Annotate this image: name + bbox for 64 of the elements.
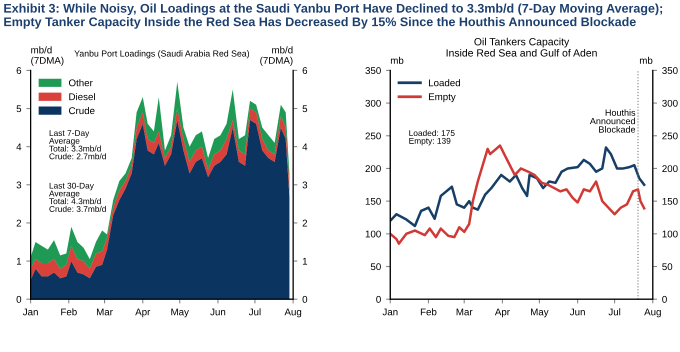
y2-tick-label: 1 bbox=[302, 258, 308, 265]
y2-tick-label: 200 bbox=[662, 165, 678, 172]
x-tick-label: Jun bbox=[210, 308, 226, 316]
y-tick-label: 300 bbox=[365, 100, 381, 107]
x-tick-label: Jun bbox=[570, 308, 585, 316]
y2-axis-title: mb bbox=[640, 56, 652, 64]
y-tick-label: 3 bbox=[16, 182, 22, 188]
y2-tick-label: 5 bbox=[302, 105, 308, 112]
y-tick-label: 250 bbox=[366, 132, 381, 140]
x-tick-label: Aug bbox=[644, 308, 661, 318]
chart-subtitle: Yanbu Port Loadings (Saudi Arabia Red Sea) bbox=[74, 50, 250, 58]
y2-tick-label: 3 bbox=[302, 182, 308, 188]
ref-line-label: Houthis Announced Blockade bbox=[590, 109, 636, 133]
y-tick-label: 350 bbox=[365, 67, 381, 74]
x-tick-label: Jul bbox=[248, 308, 260, 316]
annotation: Loaded: 175 Empty: 139 bbox=[409, 130, 455, 146]
legend-label: Empty bbox=[428, 93, 456, 102]
y2-tick-label: 100 bbox=[662, 230, 678, 238]
y-axis-title: mb/d (7DMA) bbox=[31, 46, 64, 66]
y-tick-label: 4 bbox=[16, 144, 22, 150]
y-tick-label: 2 bbox=[16, 220, 22, 226]
y2-tick-label: 50 bbox=[662, 263, 672, 270]
x-tick-label: Aug bbox=[284, 308, 302, 318]
y-tick-label: 200 bbox=[366, 165, 381, 172]
line-series bbox=[390, 146, 646, 228]
text: Exhibit 3: While Noisy, Oil Loadings at the Saudi Yanbu Port Have Declined to 3.3mb/d (7-Day Moving Average); Empty Tanker Capacity Inside the Red Sea Has Decreased By 15% Since the Houthis Announced Blockade bbox=[4, 4, 662, 29]
y2-tick-label: 4 bbox=[302, 144, 308, 150]
annotation: Last 7-Day Average Total: 3.3mb/d Crude: 2.7mb/d bbox=[48, 130, 106, 160]
y-tick-label: 0 bbox=[376, 296, 381, 303]
y2-tick-label: 0 bbox=[302, 296, 308, 303]
x-tick-label: Mar bbox=[456, 308, 472, 316]
line-series bbox=[390, 144, 646, 245]
y-tick-label: 150 bbox=[366, 198, 381, 205]
y-tick-label: 50 bbox=[370, 263, 381, 270]
y2-axis-title: mb/d (7DMA) bbox=[260, 46, 293, 66]
legend-label: Diesel bbox=[69, 93, 95, 100]
legend-label: Crude bbox=[69, 107, 95, 114]
y-tick-label: 100 bbox=[366, 230, 381, 238]
x-tick-label: Feb bbox=[420, 308, 436, 316]
y2-tick-label: 350 bbox=[662, 67, 678, 74]
y-tick-label: 1 bbox=[16, 258, 22, 265]
y-axis-title: mb bbox=[390, 56, 404, 64]
y2-tick-label: 2 bbox=[302, 220, 308, 226]
x-tick-label: Jan bbox=[22, 308, 38, 316]
x-tick-label: May bbox=[171, 308, 189, 318]
x-tick-label: Mar bbox=[96, 308, 113, 316]
y2-tick-label: 300 bbox=[662, 100, 678, 107]
y2-tick-label: 0 bbox=[662, 296, 667, 303]
y-tick-label: 6 bbox=[16, 67, 22, 74]
x-tick-label: Jul bbox=[608, 308, 620, 316]
chart-title: Oil Tankers Capacity Inside Red Sea and Gulf of Aden bbox=[446, 38, 597, 57]
legend-label: Loaded bbox=[428, 79, 460, 86]
y2-tick-label: 6 bbox=[302, 67, 308, 74]
x-tick-label: May bbox=[531, 308, 549, 318]
annotation: Last 30-Day Average Total: 4.3mb/d Crude: 3.7mb/d bbox=[48, 182, 106, 212]
x-tick-label: Apr bbox=[135, 308, 150, 318]
y-tick-label: 5 bbox=[16, 105, 22, 112]
y2-tick-label: 250 bbox=[662, 132, 678, 140]
x-tick-label: Jan bbox=[382, 308, 398, 316]
legend-label: Other bbox=[68, 79, 93, 86]
x-tick-label: Apr bbox=[494, 308, 510, 318]
y2-tick-label: 150 bbox=[662, 198, 678, 205]
x-tick-label: Feb bbox=[61, 308, 77, 316]
y-tick-label: 0 bbox=[16, 296, 22, 303]
